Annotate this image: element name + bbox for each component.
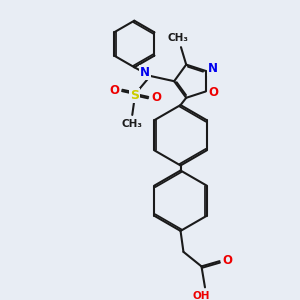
Text: O: O: [109, 84, 119, 97]
Text: S: S: [130, 89, 139, 102]
Text: CH₃: CH₃: [122, 119, 143, 129]
Text: OH: OH: [192, 291, 210, 300]
Text: O: O: [223, 254, 233, 267]
Text: N: N: [208, 62, 218, 75]
Text: O: O: [209, 86, 219, 99]
Text: N: N: [140, 66, 150, 79]
Text: CH₃: CH₃: [168, 33, 189, 43]
Text: O: O: [152, 91, 161, 104]
